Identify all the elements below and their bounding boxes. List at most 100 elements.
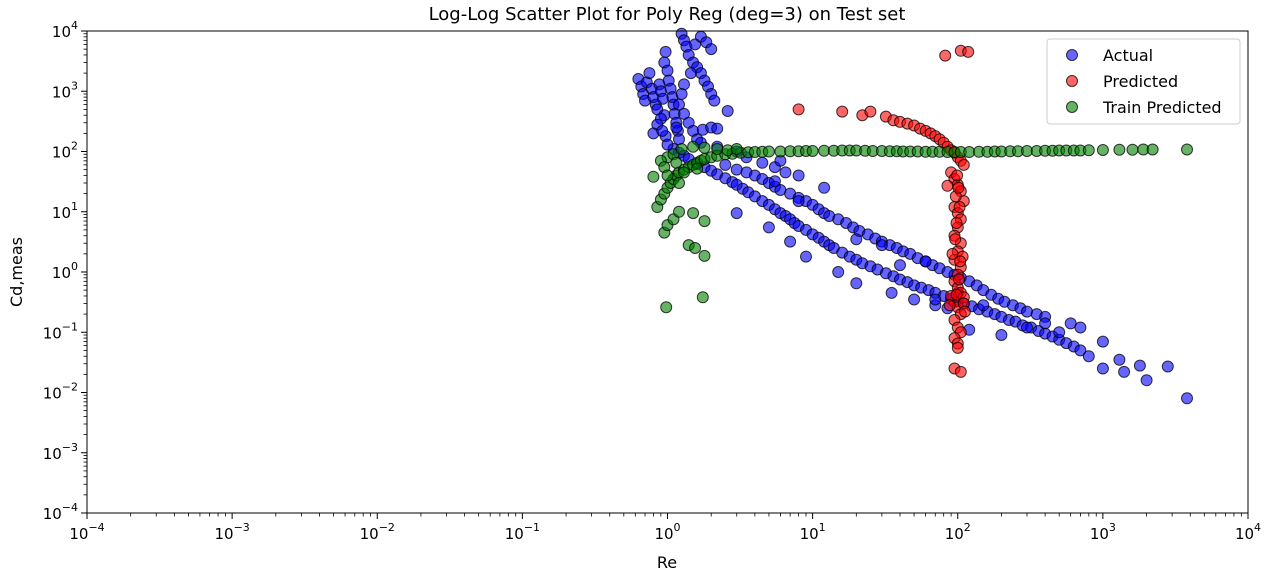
data-point <box>1074 321 1087 334</box>
data-point <box>875 239 888 252</box>
data-point <box>953 201 966 213</box>
data-point <box>954 365 967 378</box>
legend-label: Actual <box>1103 46 1153 65</box>
data-point <box>670 156 683 169</box>
data-point <box>678 166 690 179</box>
data-point <box>850 277 863 290</box>
data-point <box>1082 350 1095 363</box>
data-point <box>800 250 812 263</box>
x-tick-label: 102 <box>945 521 971 543</box>
x-axis-title: Re <box>657 553 677 572</box>
data-point <box>661 169 674 182</box>
data-point <box>1096 362 1109 375</box>
data-point <box>660 301 673 314</box>
data-point <box>705 43 718 56</box>
data-point <box>1074 344 1087 357</box>
data-point <box>949 233 962 246</box>
data-point <box>962 45 975 58</box>
data-point <box>698 215 711 228</box>
y-tick-label: 100 <box>52 260 78 282</box>
data-point <box>687 140 700 153</box>
x-tick-label: 101 <box>800 521 826 543</box>
data-point <box>756 156 769 169</box>
data-point <box>708 94 721 107</box>
data-point <box>1053 326 1066 339</box>
data-point <box>832 266 845 278</box>
data-point <box>919 255 932 268</box>
x-tick-label: 10−4 <box>69 521 104 543</box>
data-point <box>730 143 743 155</box>
data-point <box>1126 143 1139 156</box>
data-point <box>1096 144 1109 156</box>
data-point <box>643 67 656 80</box>
y-axis-title: Cd,meas <box>7 237 26 307</box>
data-point <box>698 249 711 262</box>
legend: Actual Predicted Train Predicted <box>1046 38 1241 125</box>
data-point <box>673 98 685 111</box>
data-point <box>792 103 805 116</box>
data-point <box>864 105 877 118</box>
data-point <box>689 242 702 254</box>
x-tick-label: 10−3 <box>214 521 249 543</box>
data-point <box>647 170 660 183</box>
legend-label: Train Predicted <box>1102 98 1222 117</box>
points-layer <box>632 27 1193 405</box>
data-point <box>762 221 775 234</box>
data-point <box>792 195 805 208</box>
data-point <box>950 217 963 229</box>
legend-label: Predicted <box>1103 72 1178 91</box>
data-point <box>818 181 831 194</box>
y-tick-label: 104 <box>52 19 78 41</box>
data-point <box>673 177 685 189</box>
data-point <box>661 64 674 77</box>
data-point <box>950 288 963 301</box>
y-tick-label: 10−3 <box>43 441 78 463</box>
data-point <box>806 145 819 157</box>
y-tick-label: 10−2 <box>43 381 78 403</box>
data-point <box>850 233 863 246</box>
data-point <box>691 162 704 175</box>
y-tick-label: 101 <box>52 200 78 222</box>
data-point <box>656 124 669 137</box>
data-point <box>1082 144 1095 157</box>
data-point <box>958 305 971 318</box>
data-point <box>939 49 952 62</box>
series-train-predicted <box>647 140 1193 314</box>
x-tick-label: 10−1 <box>505 521 540 543</box>
y-tick-label: 102 <box>52 140 78 162</box>
data-point <box>943 299 956 312</box>
data-point <box>929 293 942 306</box>
data-point <box>1096 335 1109 348</box>
x-tick-label: 103 <box>1090 521 1116 543</box>
data-point <box>1039 317 1052 330</box>
x-tick-label: 104 <box>1235 521 1261 543</box>
data-point <box>1133 359 1146 372</box>
data-point <box>957 158 970 171</box>
data-point <box>1146 143 1159 156</box>
ticks-layer: 10−410−4 10−3 10−3 10−2 10−2 10−1 10−1 100 100 10… <box>43 19 1261 543</box>
data-point <box>670 121 683 134</box>
chart-title: Log-Log Scatter Plot for Poly Reg (deg=3… <box>429 4 906 25</box>
series-predicted <box>792 44 975 378</box>
data-point <box>659 45 672 58</box>
data-point <box>1021 321 1033 334</box>
data-point <box>1113 353 1126 366</box>
data-point <box>951 169 964 182</box>
legend-box <box>1046 38 1241 125</box>
data-point <box>1140 374 1153 387</box>
data-point <box>1181 392 1193 405</box>
data-point <box>673 205 685 218</box>
data-point <box>675 143 688 155</box>
data-point <box>762 145 775 158</box>
legend-marker <box>1066 49 1078 61</box>
data-point <box>941 179 954 192</box>
data-point <box>730 163 743 176</box>
data-point <box>698 141 711 154</box>
data-point <box>951 341 964 354</box>
data-point <box>687 207 700 220</box>
data-point <box>1161 360 1174 373</box>
data-point <box>784 235 797 248</box>
legend-marker <box>1066 101 1078 113</box>
data-point <box>779 166 792 179</box>
x-tick-label: 100 <box>654 521 680 543</box>
